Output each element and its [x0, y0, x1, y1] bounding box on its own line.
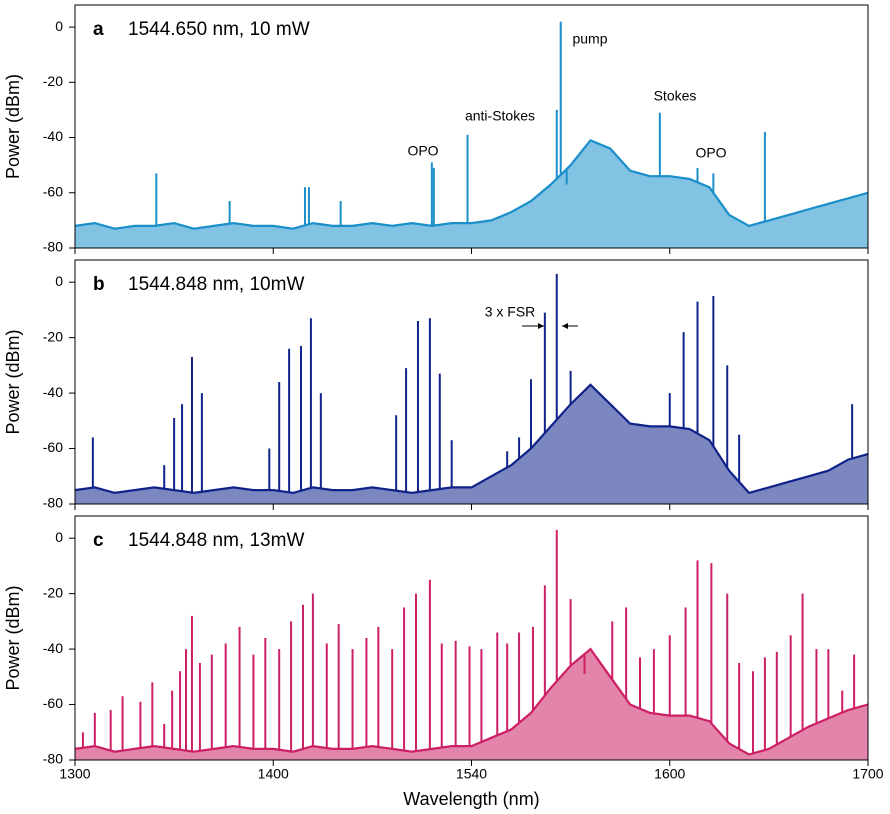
fsr-arrowhead: [562, 323, 568, 329]
noise-floor: [75, 649, 868, 760]
y-tick-label: -40: [43, 384, 63, 400]
y-axis-label: Power (dBm): [3, 329, 23, 434]
spectrum: [74, 647, 869, 756]
noise-floor: [75, 384, 868, 504]
y-tick-label: 0: [55, 18, 63, 34]
annotation: pump: [572, 31, 607, 47]
spectrum: [74, 138, 869, 230]
spectrum: [74, 383, 869, 495]
y-tick-label: -20: [43, 584, 63, 600]
x-tick-label: 1600: [654, 766, 685, 782]
y-tick-label: 0: [55, 529, 63, 545]
plot-frame: [74, 259, 869, 505]
panel-title: 1544.848 nm, 13mW: [128, 530, 304, 551]
plot-frame: [74, 4, 869, 249]
x-tick-label: 1540: [456, 766, 487, 782]
y-axis-label: Power (dBm): [3, 74, 23, 179]
y-tick-label: -80: [43, 239, 63, 255]
panel-label: c: [93, 530, 104, 551]
panel-title: 1544.650 nm, 10 mW: [128, 19, 310, 40]
y-tick-label: 0: [55, 273, 63, 289]
panel-label: a: [93, 19, 104, 40]
x-axis-label: Wavelength (nm): [403, 789, 539, 809]
y-tick-label: -60: [43, 695, 63, 711]
annotation: anti-Stokes: [465, 108, 535, 124]
y-tick-label: -60: [43, 439, 63, 455]
noise-floor: [75, 140, 868, 248]
y-axis-label: Power (dBm): [3, 585, 23, 690]
y-tick-label: -40: [43, 640, 63, 656]
annotation: Stokes: [654, 88, 697, 104]
annotation: OPO: [407, 143, 438, 159]
x-tick-label: 1700: [852, 766, 883, 782]
x-tick-label: 1400: [258, 766, 289, 782]
y-tick-label: -40: [43, 128, 63, 144]
y-tick-label: -80: [43, 495, 63, 511]
y-tick-label: -20: [43, 73, 63, 89]
fsr-arrowhead: [538, 323, 544, 329]
y-tick-label: -60: [43, 183, 63, 199]
y-tick-label: -20: [43, 328, 63, 344]
panel-label: b: [93, 274, 105, 295]
panel-title: 1544.848 nm, 10mW: [128, 274, 304, 295]
y-tick-label: -80: [43, 751, 63, 767]
x-tick-label: 1300: [59, 766, 90, 782]
annotation: 3 x FSR: [485, 304, 536, 320]
plot-frame: [74, 515, 869, 761]
annotation: OPO: [695, 145, 726, 161]
